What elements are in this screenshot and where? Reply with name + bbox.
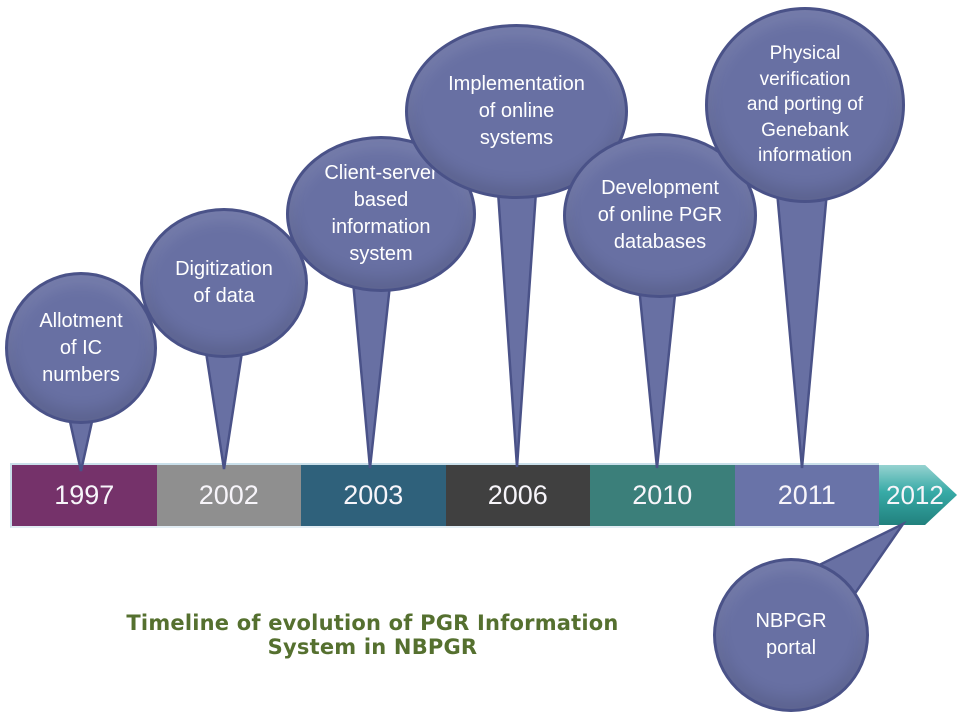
segment-2010: 2010	[590, 465, 735, 526]
year-label-2002: 2002	[198, 480, 259, 510]
timeline-segments: 1997 2002 2003 2006 2010 2011	[10, 463, 879, 528]
timeline-bar: 1997 2002 2003 2006 2010 2011 2012	[10, 463, 957, 528]
year-label-2003: 2003	[343, 480, 404, 510]
segment-2006: 2006	[445, 465, 590, 526]
year-label-2010: 2010	[632, 480, 693, 510]
segment-2012-arrow: 2012	[879, 465, 957, 525]
year-label-2011: 2011	[777, 480, 836, 510]
balloon-label: Allotment of IC numbers	[39, 309, 123, 386]
balloon-label: NBPGR portal	[755, 610, 827, 659]
segment-2002: 2002	[156, 465, 301, 526]
balloon-label: Physical verification and porting of Gen…	[746, 42, 864, 167]
year-label-2012: 2012	[886, 479, 944, 510]
year-label-1997: 1997	[54, 480, 115, 510]
segment-2003: 2003	[301, 465, 446, 526]
balloon-label: Development of online PGR databases	[597, 177, 723, 253]
caption-title: Timeline of evolution of PGR Information…	[126, 611, 619, 659]
pointer-to-2011	[772, 156, 832, 469]
balloon-label: Client-server based information system	[324, 162, 438, 265]
balloon-1997-allotment: Allotment of IC numbers	[5, 272, 157, 424]
balloon-2002-digitization: Digitization of data	[140, 208, 308, 358]
segment-2011: 2011	[734, 465, 879, 526]
year-label-2006: 2006	[487, 480, 548, 510]
segment-1997: 1997	[12, 465, 157, 526]
balloon-label: Implementation of online systems	[448, 73, 585, 149]
balloon-2011-genebank: Physical verification and porting of Gen…	[705, 7, 905, 203]
balloon-label: Digitization of data	[175, 258, 273, 307]
balloon-2012-nbpgr-portal: NBPGR portal	[713, 558, 869, 712]
